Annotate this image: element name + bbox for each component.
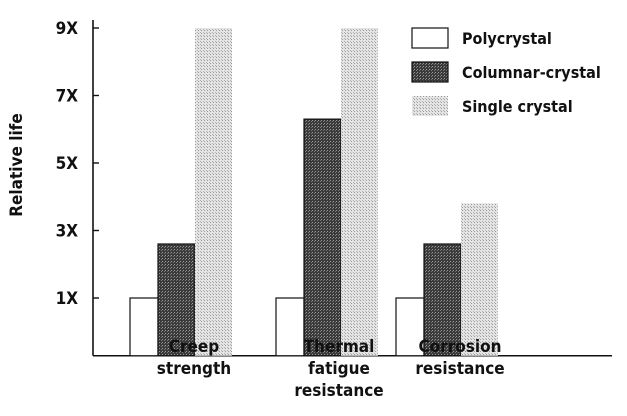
y-axis-label: Relative life: [7, 113, 27, 216]
bar-single-crystal-2: [461, 203, 498, 356]
x-category-label: Creep strength: [157, 337, 231, 379]
bar-polycrystal-1: [275, 297, 305, 357]
bars: [129, 28, 498, 357]
legend-label: Single crystal: [462, 97, 573, 116]
bar-single-crystal-0: [195, 28, 232, 356]
y-tick-label: 5X: [56, 154, 79, 174]
x-category-label: Thermal fatigue resistance: [294, 337, 383, 401]
bar-columnar-crystal-2: [423, 243, 462, 357]
y-tick-label: 3X: [56, 222, 79, 242]
x-category-label: Corrosion resistance: [415, 337, 504, 379]
y-tick-label: 1X: [56, 289, 79, 309]
bar-polycrystal-0: [129, 297, 159, 357]
bar-single-crystal-1: [341, 28, 378, 356]
legend-label: Columnar-crystal: [462, 63, 601, 82]
y-tick-label: 7X: [56, 87, 79, 107]
bar-polycrystal-2: [395, 297, 425, 357]
legend: Polycrystal Columnar-crystal Single crysta…: [411, 27, 601, 116]
legend-swatch-polycrystal: [411, 27, 449, 49]
category-labels: Creep strength Thermal fatigue resistance Cor…: [157, 337, 505, 401]
legend-swatch-single-crystal: [412, 96, 448, 116]
y-tick-label: 9X: [56, 19, 79, 39]
legend-swatch-columnar-crystal: [411, 61, 449, 83]
bar-columnar-crystal-1: [303, 118, 342, 357]
legend-label: Polycrystal: [462, 29, 552, 48]
